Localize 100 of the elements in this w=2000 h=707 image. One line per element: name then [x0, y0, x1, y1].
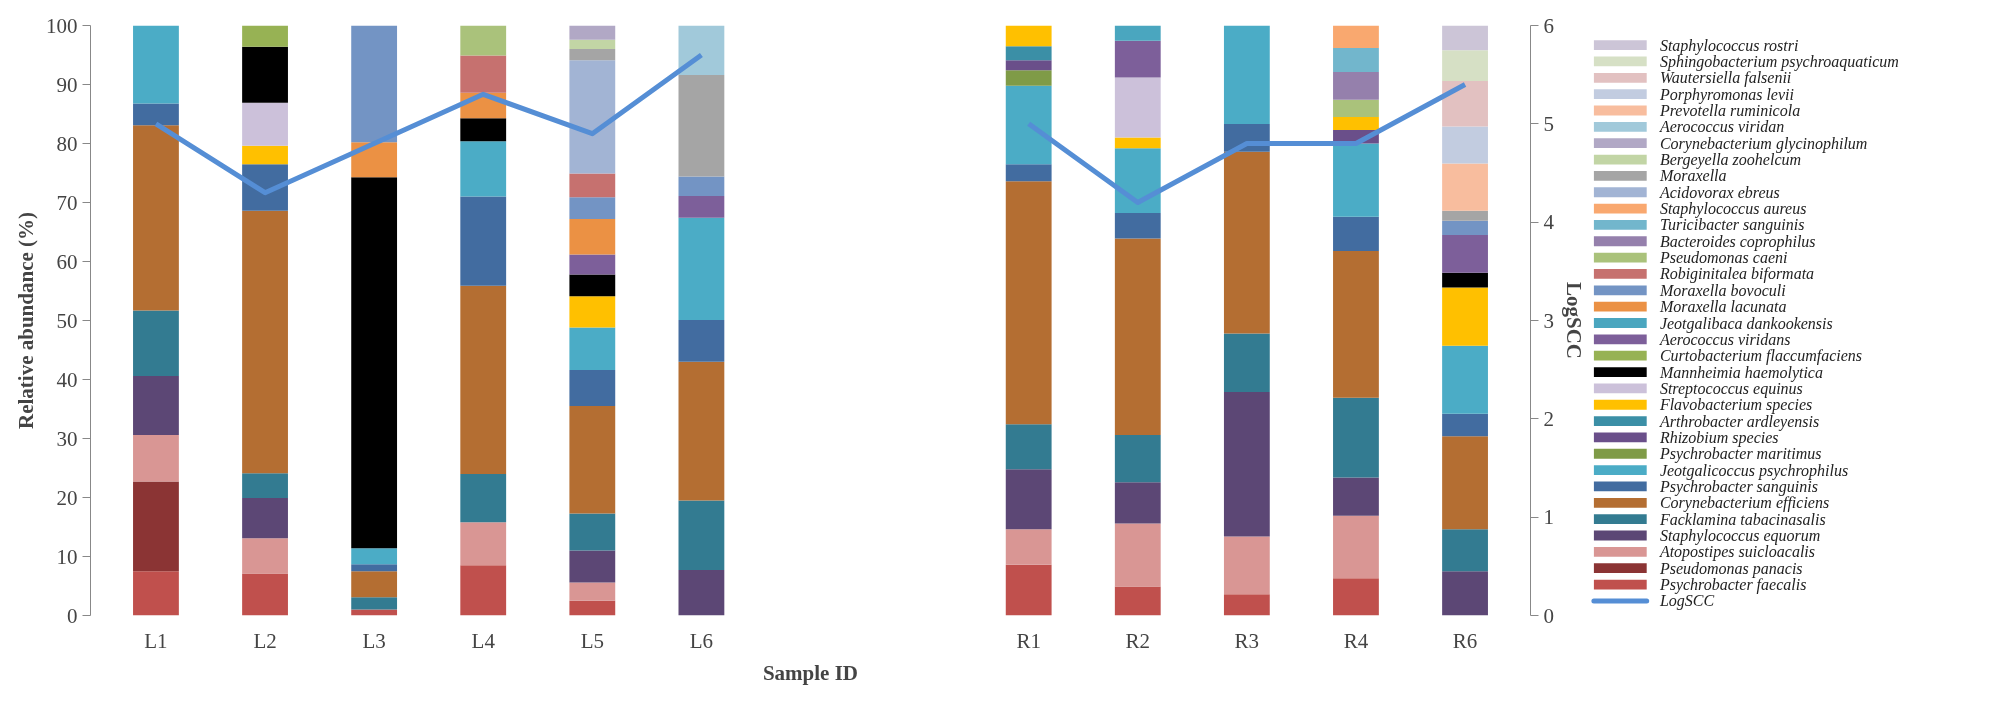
- y-tick-label: 0: [67, 603, 78, 628]
- legend-label: Aerococcus viridan: [1658, 118, 1785, 136]
- legend-label: Rhizobium species: [1658, 428, 1779, 447]
- bar: [133, 103, 179, 126]
- bar: [1114, 523, 1161, 587]
- bar: [1442, 50, 1488, 81]
- bar: [1442, 210, 1488, 221]
- x-tick-label: L2: [253, 628, 277, 653]
- bar: [678, 500, 725, 571]
- bar: [242, 102, 288, 146]
- y2-tick-label: 4: [1543, 210, 1555, 235]
- bar: [569, 582, 616, 601]
- y2-tick-label: 3: [1543, 308, 1554, 333]
- bar: [569, 173, 616, 198]
- bar: [1333, 477, 1379, 516]
- bar: [569, 327, 616, 371]
- bar: [351, 548, 398, 565]
- bar: [678, 217, 725, 320]
- bar: [460, 285, 507, 474]
- y2-tick-label: 1: [1543, 505, 1554, 530]
- legend-label: Curtobacterium flaccumfaciens: [1659, 347, 1863, 366]
- legend-label: Staphylococcus equorum: [1659, 527, 1821, 545]
- bar: [1442, 436, 1488, 530]
- x-tick-label: R3: [1234, 628, 1260, 653]
- bar: [1442, 413, 1488, 437]
- bar: [569, 60, 616, 174]
- bar: [1005, 46, 1052, 61]
- bar: [460, 25, 507, 56]
- bar: [1114, 482, 1161, 524]
- y-axis-title: Relative abundance (%): [14, 212, 38, 429]
- y-tick-label: 100: [46, 13, 78, 38]
- bar: [1333, 143, 1379, 217]
- bar: [1005, 164, 1052, 182]
- legend-label: Moraxella lacunata: [1658, 298, 1787, 316]
- bar: [351, 564, 398, 572]
- y-tick-label: 10: [56, 544, 78, 569]
- legend-label: Bergeyella zoohelcum: [1659, 151, 1802, 170]
- x-tick-label: R1: [1016, 628, 1041, 653]
- bar: [569, 25, 616, 40]
- bar: [1442, 80, 1488, 127]
- bar: [351, 25, 398, 143]
- bar: [1442, 220, 1488, 235]
- bar: [133, 434, 179, 482]
- bar: [1333, 47, 1379, 73]
- bar: [1333, 25, 1379, 48]
- bar: [569, 600, 616, 616]
- y-tick-label: 60: [56, 249, 78, 274]
- bar: [242, 210, 288, 474]
- x-tick-label: R2: [1125, 628, 1151, 653]
- bar: [569, 370, 616, 407]
- bar: [1114, 40, 1161, 78]
- y2-axis-title: LogSCC: [1562, 281, 1586, 360]
- y2-tick-label: 5: [1543, 111, 1554, 136]
- x-tick-label: L1: [144, 628, 168, 653]
- bar: [1442, 163, 1488, 211]
- bar: [1005, 85, 1052, 165]
- legend-label: Corynebacterium glycinophilum: [1659, 134, 1868, 153]
- legend-label: Staphylococcus aureus: [1659, 200, 1807, 219]
- bar: [569, 219, 616, 255]
- bar: [1333, 116, 1379, 130]
- bar: [351, 571, 398, 598]
- bar: [242, 473, 288, 499]
- bar: [1333, 578, 1379, 616]
- bar: [569, 197, 616, 220]
- y-tick-label: 50: [56, 308, 78, 333]
- x-tick-label: L5: [580, 628, 604, 653]
- bar: [1005, 424, 1052, 470]
- bar: [1442, 345, 1488, 414]
- bar: [678, 319, 725, 362]
- bar: [1114, 25, 1161, 41]
- bar: [460, 522, 507, 566]
- y-tick-label: 70: [56, 190, 78, 215]
- bar: [569, 39, 616, 50]
- bar: [569, 550, 616, 583]
- bar: [460, 196, 507, 286]
- bar: [1114, 434, 1161, 483]
- bar: [242, 498, 288, 539]
- bar: [1223, 333, 1270, 392]
- bar: [1005, 564, 1052, 616]
- bar: [678, 361, 725, 501]
- bar: [1333, 99, 1379, 117]
- bar: [351, 597, 398, 610]
- legend-label: Staphylococcus rostri: [1659, 36, 1799, 55]
- bar: [1442, 529, 1488, 572]
- bar: [460, 118, 507, 142]
- legend-label: Jeotgalibaca dankookensis: [1659, 314, 1833, 333]
- y2-tick-label: 6: [1543, 13, 1554, 38]
- x-axis-title: Sample ID: [762, 660, 859, 685]
- bar: [242, 25, 288, 47]
- bar: [133, 481, 179, 572]
- bar: [1114, 137, 1161, 149]
- bar: [678, 570, 725, 616]
- y-tick-label: 90: [56, 72, 78, 97]
- bar: [678, 176, 725, 197]
- legend-label: Robiginitalea biformata: [1658, 265, 1815, 284]
- bar: [569, 513, 616, 551]
- bar: [242, 46, 288, 103]
- bar: [1005, 60, 1052, 71]
- bar: [460, 565, 507, 616]
- bar: [1114, 77, 1161, 138]
